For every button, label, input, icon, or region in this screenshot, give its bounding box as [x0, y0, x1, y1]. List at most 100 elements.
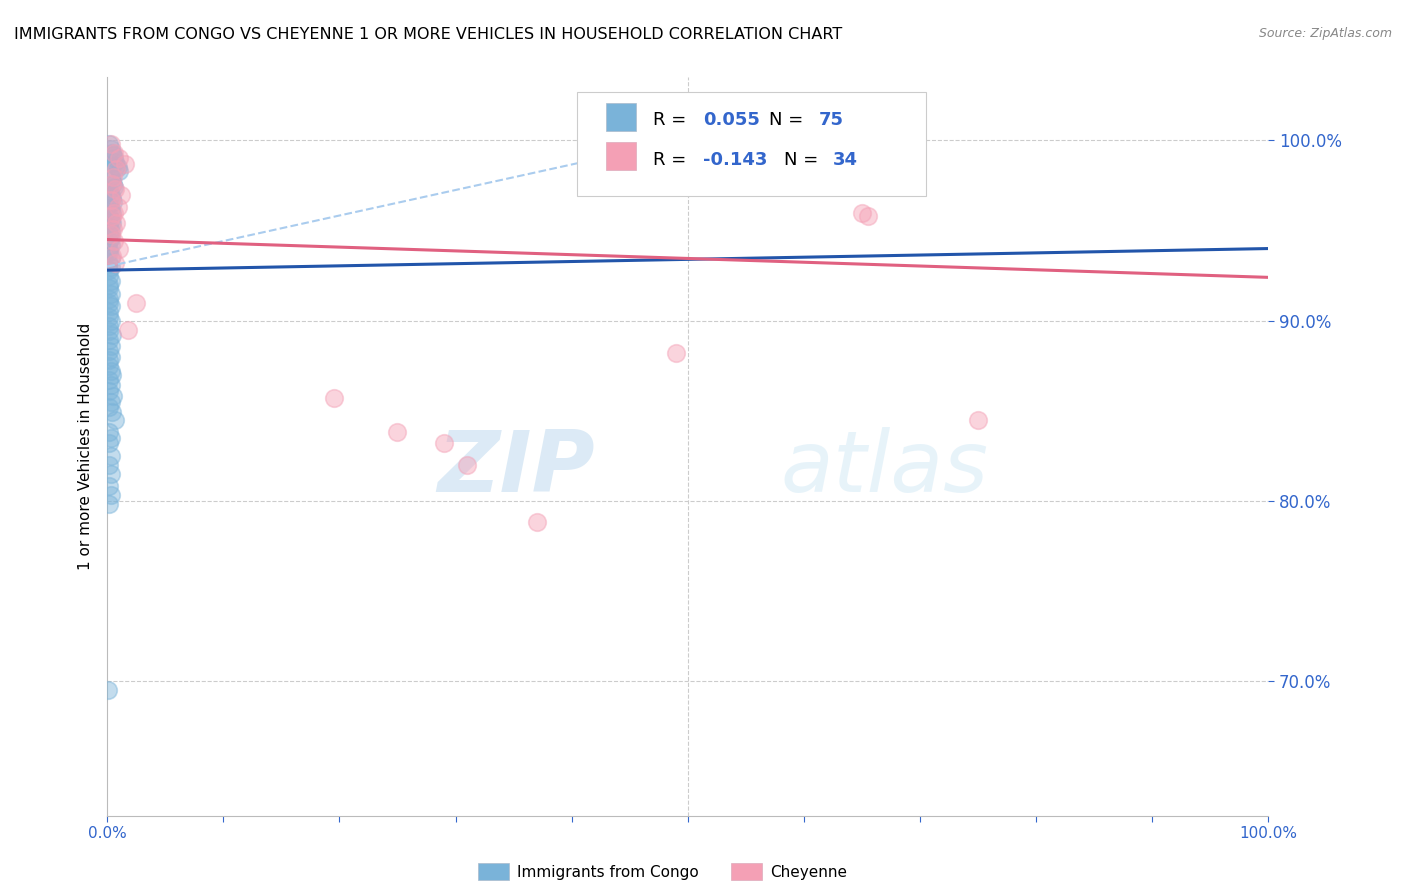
Point — [104, 182, 127, 196]
Text: ZIP: ZIP — [437, 427, 595, 510]
Point — [98, 219, 121, 234]
Point — [100, 231, 122, 245]
Point — [387, 425, 409, 440]
Point — [100, 449, 122, 463]
Point — [433, 436, 456, 450]
Point — [98, 318, 121, 333]
Text: Source: ZipAtlas.com: Source: ZipAtlas.com — [1258, 27, 1392, 40]
Point — [98, 227, 121, 241]
Text: R =: R = — [652, 112, 692, 129]
Point — [100, 431, 122, 445]
Point — [107, 161, 129, 175]
Bar — [606, 142, 636, 169]
Point — [101, 216, 124, 230]
Point — [105, 162, 128, 177]
Point — [125, 295, 148, 310]
Point — [103, 205, 125, 219]
Point — [101, 328, 124, 343]
Point — [101, 405, 124, 419]
Point — [101, 194, 124, 209]
Point — [100, 299, 122, 313]
Point — [104, 412, 127, 426]
Point — [526, 516, 548, 530]
Point — [98, 184, 121, 198]
Point — [665, 346, 688, 360]
Point — [100, 339, 122, 353]
Point — [104, 155, 127, 169]
Point — [97, 682, 120, 697]
Point — [100, 169, 122, 184]
Point — [101, 209, 124, 223]
Point — [103, 180, 125, 194]
Point — [98, 304, 121, 318]
Point — [105, 216, 128, 230]
Point — [98, 263, 121, 277]
Point — [98, 235, 121, 249]
Point — [103, 152, 125, 166]
Point — [100, 227, 122, 241]
Point — [967, 412, 990, 426]
Point — [101, 148, 124, 162]
Point — [101, 146, 124, 161]
Point — [101, 368, 124, 382]
Text: 75: 75 — [818, 112, 844, 129]
Point — [98, 209, 121, 223]
Point — [100, 364, 122, 378]
Point — [851, 205, 873, 219]
Point — [98, 334, 121, 348]
Point — [98, 256, 121, 270]
Text: IMMIGRANTS FROM CONGO VS CHEYENNE 1 OR MORE VEHICLES IN HOUSEHOLD CORRELATION CH: IMMIGRANTS FROM CONGO VS CHEYENNE 1 OR M… — [14, 27, 842, 42]
Text: R =: R = — [652, 151, 692, 169]
Point — [101, 389, 124, 403]
Point — [100, 378, 122, 392]
Point — [322, 391, 344, 405]
Point — [98, 353, 121, 368]
Point — [107, 152, 129, 166]
Point — [107, 242, 129, 256]
Point — [100, 467, 122, 481]
Point — [100, 251, 122, 265]
Point — [100, 187, 122, 202]
Text: Cheyenne: Cheyenne — [770, 865, 848, 880]
Point — [101, 249, 124, 263]
Point — [117, 323, 139, 337]
Point — [98, 479, 121, 493]
Text: Immigrants from Congo: Immigrants from Congo — [517, 865, 699, 880]
Text: -0.143: -0.143 — [703, 151, 768, 169]
Point — [101, 177, 124, 191]
Point — [100, 202, 122, 216]
Point — [100, 488, 122, 502]
Point — [101, 169, 124, 184]
Point — [110, 187, 132, 202]
Point — [103, 235, 125, 249]
Point — [98, 277, 121, 292]
Point — [98, 268, 121, 283]
Point — [98, 344, 121, 359]
Point — [100, 143, 122, 157]
Y-axis label: 1 or more Vehicles in Household: 1 or more Vehicles in Household — [79, 323, 93, 570]
Point — [114, 157, 136, 171]
Point — [98, 373, 121, 387]
Point — [100, 286, 122, 301]
Point — [98, 137, 121, 152]
Point — [100, 274, 122, 288]
Point — [98, 359, 121, 373]
Point — [98, 436, 121, 450]
Point — [98, 458, 121, 472]
Text: 34: 34 — [832, 151, 858, 169]
Point — [105, 159, 128, 173]
Point — [456, 458, 478, 472]
Point — [103, 146, 125, 161]
Point — [101, 177, 124, 191]
Point — [104, 256, 127, 270]
Point — [100, 137, 122, 152]
Point — [98, 497, 121, 511]
Point — [100, 212, 122, 227]
Point — [98, 242, 121, 256]
Point — [100, 350, 122, 364]
Point — [100, 238, 122, 252]
Point — [100, 193, 122, 207]
Point — [100, 394, 122, 409]
Point — [98, 245, 121, 260]
Point — [101, 191, 124, 205]
